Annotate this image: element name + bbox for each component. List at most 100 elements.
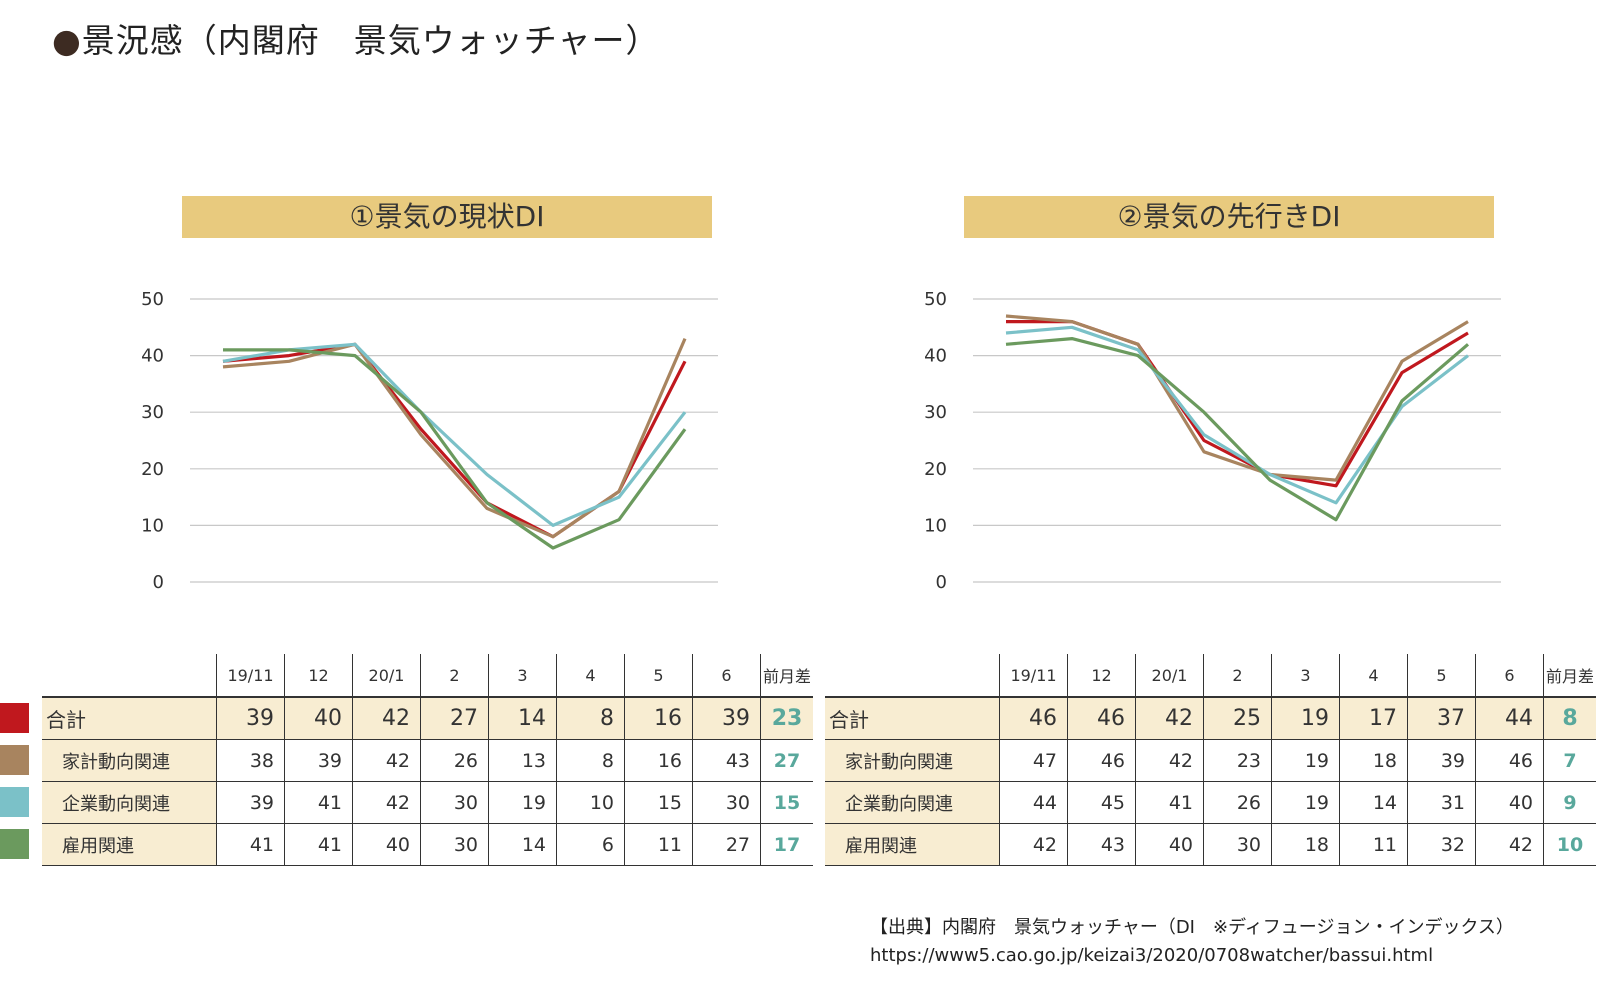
cell-value: 10	[556, 781, 625, 824]
cell-value: 16	[624, 697, 693, 740]
row-label: 家計動向関連	[42, 739, 217, 782]
header-diff: 前月差	[1543, 654, 1596, 697]
cell-value: 42	[352, 697, 421, 740]
legend-swatch-total	[0, 703, 29, 733]
page-title-text: 景況感（内閣府 景気ウォッチャー）	[81, 21, 660, 60]
table-header-row: 19/11 12 20/1 2 3 4 5 6 前月差	[825, 654, 1596, 697]
cell-value: 25	[1203, 697, 1272, 740]
table-row-corporate: 企業動向関連 39 41 42 30 19 10 15 30 15	[42, 781, 813, 824]
table-row-total: 合計 39 40 42 27 14 8 16 39 23	[42, 697, 813, 740]
cell-value: 41	[1135, 781, 1204, 824]
table-row-corporate: 企業動向関連 44 45 41 26 19 14 31 40 9	[825, 781, 1596, 824]
title-bullet: ●	[52, 21, 82, 60]
cell-value: 15	[624, 781, 693, 824]
cell-value: 30	[1203, 823, 1272, 866]
cell-value: 11	[1339, 823, 1408, 866]
cell-value: 19	[488, 781, 557, 824]
cell-value: 40	[1135, 823, 1204, 866]
cell-value: 42	[1135, 739, 1204, 782]
y-tick-label: 50	[141, 289, 164, 310]
source-url[interactable]: https://www5.cao.go.jp/keizai3/2020/0708…	[870, 945, 1434, 966]
row-label: 雇用関連	[825, 823, 1000, 866]
cell-value: 30	[420, 781, 489, 824]
page-title: ●景況感（内閣府 景気ウォッチャー）	[52, 14, 659, 62]
cell-value: 38	[216, 739, 285, 782]
y-tick-label: 30	[141, 402, 164, 423]
table-row-household: 家計動向関連 38 39 42 26 13 8 16 43 27	[42, 739, 813, 782]
header-month: 12	[284, 654, 353, 697]
y-tick-label: 0	[936, 572, 947, 593]
cell-value: 14	[1339, 781, 1408, 824]
row-label: 家計動向関連	[825, 739, 1000, 782]
table-row-employment: 雇用関連 41 41 40 30 14 6 11 27 17	[42, 823, 813, 866]
cell-value: 42	[999, 823, 1068, 866]
header-month: 4	[556, 654, 625, 697]
cell-diff: 23	[760, 697, 813, 740]
header-month: 19/11	[999, 654, 1068, 697]
y-tick-label: 40	[141, 346, 164, 367]
header-month: 2	[420, 654, 489, 697]
cell-value: 27	[420, 697, 489, 740]
cell-value: 42	[352, 739, 421, 782]
y-tick-label: 30	[924, 402, 947, 423]
cell-value: 43	[692, 739, 761, 782]
cell-value: 6	[556, 823, 625, 866]
header-month: 2	[1203, 654, 1272, 697]
cell-value: 47	[999, 739, 1068, 782]
series-employment-line	[223, 348, 687, 550]
header-month: 19/11	[216, 654, 285, 697]
cell-value: 17	[1339, 697, 1408, 740]
chart-1-title: ①景気の現状DI	[182, 196, 712, 238]
cell-value: 46	[1067, 697, 1136, 740]
cell-value: 39	[216, 697, 285, 740]
series-corporate-line	[1005, 325, 1469, 505]
header-month: 6	[692, 654, 761, 697]
cell-value: 39	[284, 739, 353, 782]
table-row-total: 合計 46 46 42 25 19 17 37 44 8	[825, 697, 1596, 740]
cell-diff: 27	[760, 739, 813, 782]
table-row-employment: 雇用関連 42 43 40 30 18 11 32 42 10	[825, 823, 1596, 866]
cell-value: 32	[1407, 823, 1476, 866]
source-note: 【出典】内閣府 景気ウォッチャー（DI ※ディフュージョン・インデックス） ht…	[870, 914, 1514, 970]
cell-value: 14	[488, 697, 557, 740]
header-month: 6	[1475, 654, 1544, 697]
cell-value: 40	[284, 697, 353, 740]
cell-value: 11	[624, 823, 693, 866]
y-tick-label: 10	[924, 515, 947, 536]
series-employment-line	[1005, 336, 1470, 522]
cell-diff: 7	[1543, 739, 1596, 782]
header-month: 5	[624, 654, 693, 697]
series-corporate-line	[222, 342, 687, 527]
cell-value: 26	[1203, 781, 1272, 824]
cell-value: 13	[488, 739, 557, 782]
row-label: 企業動向関連	[42, 781, 217, 824]
row-label: 雇用関連	[42, 823, 217, 866]
cell-value: 42	[352, 781, 421, 824]
legend-swatch-employment	[0, 829, 29, 859]
cell-value: 41	[284, 781, 353, 824]
cell-value: 44	[999, 781, 1068, 824]
y-tick-label: 50	[924, 289, 947, 310]
cell-value: 18	[1339, 739, 1408, 782]
series-total-line	[222, 342, 687, 539]
cell-value: 19	[1271, 781, 1340, 824]
header-month: 20/1	[352, 654, 421, 697]
cell-value: 19	[1271, 739, 1340, 782]
header-month: 20/1	[1135, 654, 1204, 697]
series-household-line	[1005, 314, 1469, 482]
cell-value: 30	[420, 823, 489, 866]
cell-value: 8	[556, 739, 625, 782]
cell-value: 42	[1475, 823, 1544, 866]
header-month: 3	[1271, 654, 1340, 697]
chart-1-current-di: 0 10 20 30 40 50	[141, 289, 718, 593]
cell-value: 46	[1475, 739, 1544, 782]
cell-value: 40	[352, 823, 421, 866]
legend-swatch-household	[0, 745, 29, 775]
cell-value: 31	[1407, 781, 1476, 824]
chart-2-outlook-di: 0 10 20 30 40 50	[924, 289, 1501, 593]
row-label: 合計	[42, 697, 217, 740]
y-tick-label: 20	[141, 459, 164, 480]
cell-value: 46	[999, 697, 1068, 740]
cell-value: 16	[624, 739, 693, 782]
cell-diff: 17	[760, 823, 813, 866]
